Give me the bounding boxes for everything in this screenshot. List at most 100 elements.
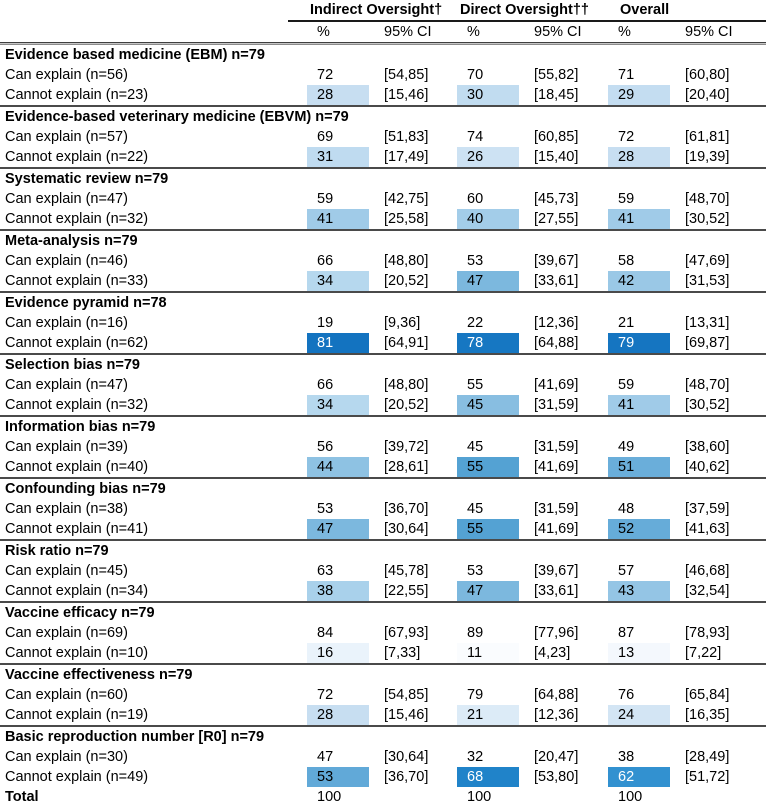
table-row: Can explain (n=46) 66 [48,80] 53 [39,67] 58 [4… (0, 251, 766, 271)
percent-cell: 69 (317, 129, 334, 145)
ci-cell: [18,45] (534, 87, 579, 103)
ci-cell: [65,84] (685, 687, 730, 703)
row-label: Cannot explain (n=41) (5, 521, 149, 537)
percent-cell: 76 (618, 687, 635, 703)
table-row: Cannot explain (n=49) 53 [36,70] 68 [53,80] 6… (0, 767, 766, 787)
table-row: Can explain (n=47) 66 [48,80] 55 [41,69] 59 [4… (0, 375, 766, 395)
ci-cell: [46,68] (685, 563, 730, 579)
ci-cell: [39,72] (384, 439, 429, 455)
percent-cell: 22 (467, 315, 484, 331)
ci-cell: [54,85] (384, 67, 429, 83)
total-ci-blank (519, 787, 608, 807)
ci-cell: [15,46] (384, 707, 429, 723)
total-row: Total 100 100 100 (0, 787, 766, 807)
percent-cell: 78 (457, 333, 519, 353)
ci-cell: [48,70] (685, 377, 730, 393)
percent-cell: 53 (307, 767, 369, 787)
percent-cell: 38 (307, 581, 369, 601)
percent-cell: 31 (307, 147, 369, 167)
topic-group-title: Vaccine efficacy n=79 (5, 605, 155, 621)
ci-cell: [25,58] (384, 211, 429, 227)
percent-cell: 59 (317, 191, 334, 207)
ci-cell: [51,83] (384, 129, 429, 145)
percent-cell: 28 (608, 147, 670, 167)
percent-cell: 41 (608, 395, 670, 415)
row-label: Cannot explain (n=23) (5, 87, 149, 103)
ci-column-header: 95% CI (384, 24, 432, 40)
column-group-header-indirect-oversight: Indirect Oversight† (310, 2, 443, 18)
percent-cell: 53 (317, 501, 334, 517)
percent-cell: 59 (618, 377, 635, 393)
ci-cell: [33,61] (534, 273, 579, 289)
percent-cell: 21 (618, 315, 635, 331)
ci-cell: [16,35] (685, 707, 730, 723)
total-value: 100 (317, 789, 342, 805)
percent-cell: 74 (467, 129, 484, 145)
topic-group-title: Evidence-based veterinary medicine (EBVM… (5, 109, 349, 125)
percent-cell: 79 (608, 333, 670, 353)
ci-cell: [64,88] (534, 687, 579, 703)
ci-cell: [60,85] (534, 129, 579, 145)
percent-cell: 72 (618, 129, 635, 145)
ci-cell: [41,69] (534, 459, 579, 475)
percent-cell: 45 (467, 439, 484, 455)
topic-group-title: Risk ratio n=79 (5, 543, 109, 559)
topic-group: Vaccine effectiveness n=79 Can explain (n… (0, 663, 766, 725)
table-row: Can explain (n=57) 69 [51,83] 74 [60,85] 72 [6… (0, 127, 766, 147)
percent-cell: 26 (457, 147, 519, 167)
topic-group: Selection bias n=79 Can explain (n=47) 66 [… (0, 353, 766, 415)
ci-cell: [41,69] (534, 521, 579, 537)
ci-cell: [40,62] (685, 459, 730, 475)
percent-cell: 28 (307, 705, 369, 725)
ci-cell: [31,59] (534, 397, 579, 413)
topic-group: Evidence pyramid n=78 Can explain (n=16) 1… (0, 291, 766, 353)
row-label: Can explain (n=47) (5, 191, 128, 207)
row-label: Can explain (n=47) (5, 377, 128, 393)
table-row: Cannot explain (n=62) 81 [64,91] 78 [64,88] 7… (0, 333, 766, 353)
row-label: Can explain (n=30) (5, 749, 128, 765)
topic-group: Risk ratio n=79 Can explain (n=45) 63 [45,7… (0, 539, 766, 601)
ci-cell: [48,80] (384, 377, 429, 393)
topic-group-title: Vaccine effectiveness n=79 (5, 667, 193, 683)
header-underline (288, 20, 766, 22)
table-row: Cannot explain (n=40) 44 [28,61] 55 [41,69] 5… (0, 457, 766, 477)
percent-cell: 49 (618, 439, 635, 455)
ci-cell: [32,54] (685, 583, 730, 599)
percent-cell: 52 (608, 519, 670, 539)
percent-cell: 55 (457, 519, 519, 539)
row-label: Cannot explain (n=34) (5, 583, 149, 599)
ci-cell: [48,80] (384, 253, 429, 269)
percent-cell: 28 (307, 85, 369, 105)
percent-cell: 60 (467, 191, 484, 207)
column-group-header-direct-oversight: Direct Oversight†† (460, 2, 589, 18)
percent-cell: 89 (467, 625, 484, 641)
table-row: Can explain (n=16) 19 [9,36] 22 [12,36] 21 [13… (0, 313, 766, 333)
percent-column-header: % (467, 24, 480, 40)
row-label: Can explain (n=69) (5, 625, 128, 641)
percent-cell: 72 (317, 67, 334, 83)
column-group-header-overall: Overall (620, 2, 670, 18)
percent-cell: 66 (317, 377, 334, 393)
percent-cell: 48 (618, 501, 635, 517)
topic-group: Evidence-based veterinary medicine (EBVM… (0, 105, 766, 167)
ci-cell: [36,70] (384, 501, 429, 517)
percent-cell: 87 (618, 625, 635, 641)
ci-cell: [36,70] (384, 769, 429, 785)
topic-group-title: Systematic review n=79 (5, 171, 169, 187)
topic-group: Confounding bias n=79 Can explain (n=38) 5… (0, 477, 766, 539)
ci-cell: [60,80] (685, 67, 730, 83)
ci-cell: [31,59] (534, 501, 579, 517)
percent-column-header: % (618, 24, 631, 40)
percent-cell: 47 (307, 519, 369, 539)
ci-cell: [30,52] (685, 397, 730, 413)
ci-column-header: 95% CI (534, 24, 582, 40)
row-label: Can explain (n=46) (5, 253, 128, 269)
row-label: Cannot explain (n=33) (5, 273, 149, 289)
table-row: Cannot explain (n=19) 28 [15,46] 21 [12,36] 2… (0, 705, 766, 725)
percent-cell: 19 (317, 315, 334, 331)
percent-cell: 40 (457, 209, 519, 229)
percent-cell: 59 (618, 191, 635, 207)
table-row: Can explain (n=56) 72 [54,85] 70 [55,82] 71 [6… (0, 65, 766, 85)
